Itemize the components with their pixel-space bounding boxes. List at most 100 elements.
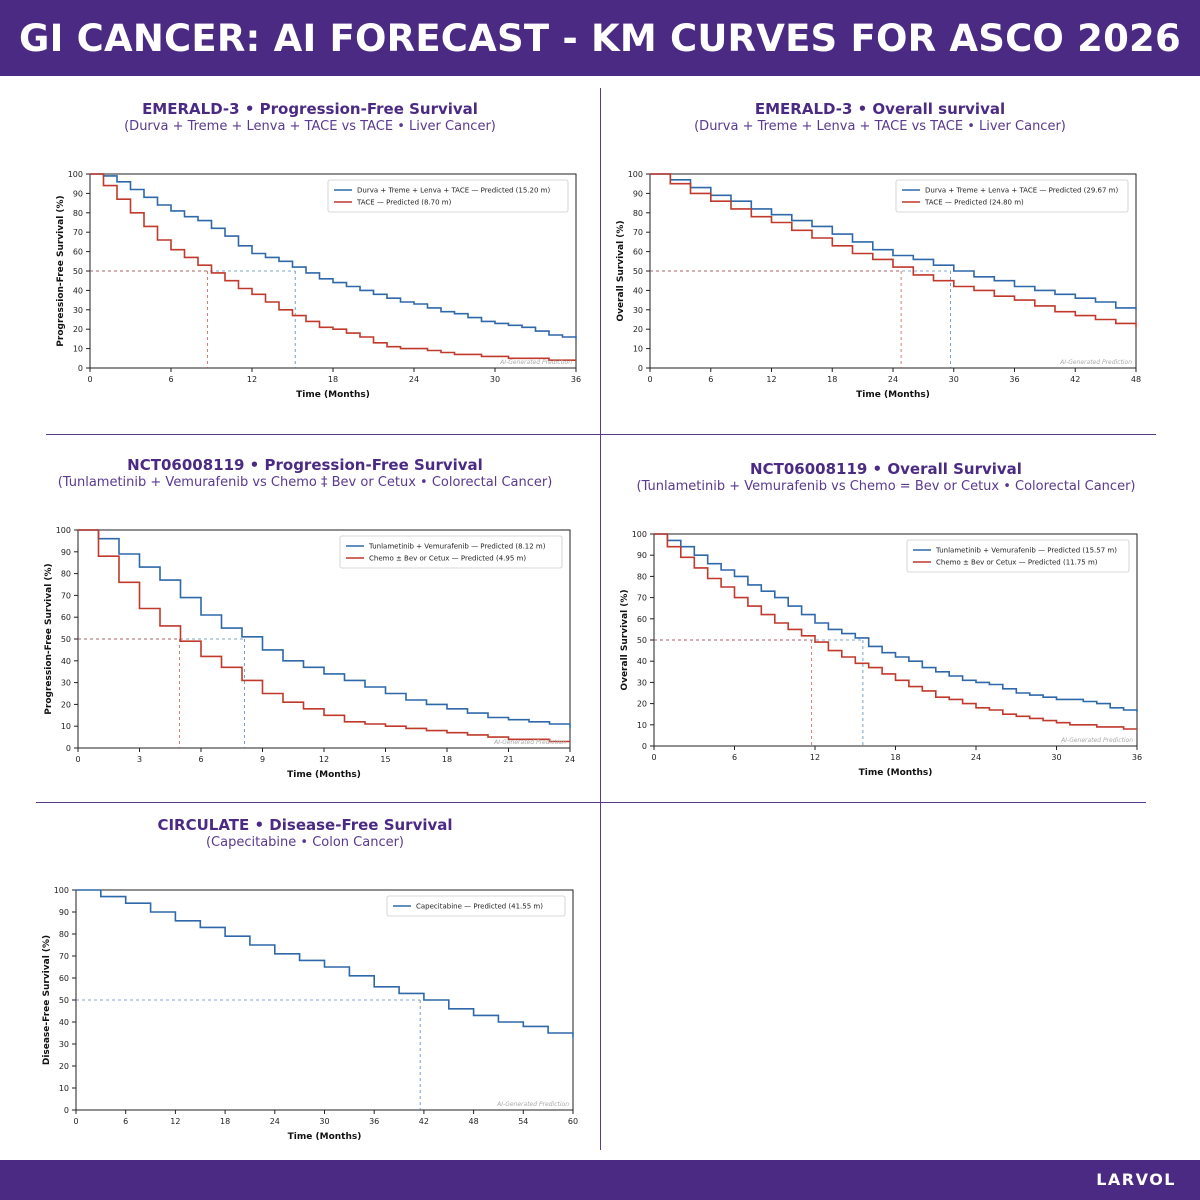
legend-box xyxy=(906,539,1130,573)
x-tick-label: 12 xyxy=(170,1117,180,1126)
chart-subtitle: (Durva + Treme + Lenva + TACE vs TACE • … xyxy=(694,119,1066,134)
x-tick-label: 6 xyxy=(732,753,737,762)
km-curve xyxy=(76,889,574,1038)
x-tick-label: 24 xyxy=(888,375,898,384)
horizontal-divider-2 xyxy=(36,802,1146,803)
chart-subtitle: (Tunlametinib + Vemurafenib vs Chemo = B… xyxy=(636,479,1136,494)
x-tick-label: 24 xyxy=(270,1117,280,1126)
y-tick-label: 60 xyxy=(61,613,71,622)
y-axis-label: Overall Survival (%) xyxy=(616,220,626,321)
y-tick-label: 80 xyxy=(61,570,71,579)
chart-subtitle: (Capecitabine • Colon Cancer) xyxy=(205,835,405,850)
y-tick-label: 10 xyxy=(73,345,83,354)
x-tick-label: 0 xyxy=(73,1117,78,1126)
x-tick-label: 12 xyxy=(319,755,329,764)
km-curve xyxy=(78,529,571,729)
y-tick-label: 40 xyxy=(633,286,643,295)
y-tick-label: 30 xyxy=(61,679,71,688)
km-plot: 0 10 20 30 40 50 60 70 80 90 100 0 3 6 9 12 15 18 21 24 Time… xyxy=(44,526,575,780)
chart-title: NCT06008119 • Overall Survival xyxy=(750,460,1022,478)
y-axis-label: Overall Survival (%) xyxy=(620,589,630,690)
y-tick-label: 80 xyxy=(59,930,69,939)
chart-panel-nct06008119-pfs: NCT06008119 • Progression-Free Survival … xyxy=(20,456,590,786)
watermark-text: AI-Generated Prediction xyxy=(1059,359,1132,366)
y-tick-label: 90 xyxy=(73,189,83,198)
km-curve xyxy=(90,173,576,361)
y-tick-label: 80 xyxy=(637,572,647,581)
y-tick-label: 70 xyxy=(73,228,83,237)
y-tick-label: 40 xyxy=(73,286,83,295)
horizontal-divider-1 xyxy=(46,434,1156,435)
chart-panel-nct06008119-os: NCT06008119 • Overall Survival (Tunlamet… xyxy=(606,460,1166,790)
y-tick-label: 50 xyxy=(637,636,647,645)
x-tick-label: 6 xyxy=(123,1117,128,1126)
x-tick-label: 24 xyxy=(565,755,575,764)
chart-panel-emerald3-os: EMERALD-3 • Overall survival (Durva + Tr… xyxy=(600,100,1160,420)
watermark-text: AI-Generated Prediction xyxy=(496,1101,569,1108)
x-axis-label: Time (Months) xyxy=(287,770,361,780)
x-tick-label: 36 xyxy=(1132,753,1142,762)
x-tick-label: 36 xyxy=(1009,375,1019,384)
footer-bar: LARVOL xyxy=(0,1160,1200,1200)
y-axis-label: Progression-Free Survival (%) xyxy=(56,195,66,346)
x-tick-label: 9 xyxy=(260,755,265,764)
y-tick-label: 70 xyxy=(633,228,643,237)
chart-title: NCT06008119 • Progression-Free Survival xyxy=(127,456,483,474)
km-plot: 0 10 20 30 40 50 60 70 80 90 100 0 6 12 18 24 30 36 Time (… xyxy=(56,170,581,400)
x-tick-label: 18 xyxy=(220,1117,230,1126)
x-tick-label: 6 xyxy=(168,375,173,384)
chart-title: EMERALD-3 • Progression-Free Survival xyxy=(142,100,478,118)
x-axis-label: Time (Months) xyxy=(856,390,930,400)
x-tick-label: 15 xyxy=(380,755,390,764)
legend-label: Durva + Treme + Lenva + TACE — Predicted… xyxy=(925,187,1118,195)
y-tick-label: 40 xyxy=(637,657,647,666)
x-tick-label: 30 xyxy=(1051,753,1061,762)
x-tick-label: 36 xyxy=(571,375,581,384)
y-tick-label: 30 xyxy=(59,1040,69,1049)
km-curve xyxy=(654,533,1138,713)
x-tick-label: 24 xyxy=(971,753,981,762)
y-tick-label: 90 xyxy=(633,189,643,198)
km-plot: 0 10 20 30 40 50 60 70 80 90 100 0 6 12 18 24 30 36 42 48 54… xyxy=(42,886,578,1142)
km-curve xyxy=(78,529,570,743)
km-curve xyxy=(90,173,577,339)
x-tick-label: 6 xyxy=(198,755,203,764)
y-tick-label: 70 xyxy=(61,591,71,600)
legend-label: Capecitabine — Predicted (41.55 m) xyxy=(416,903,543,911)
y-tick-label: 80 xyxy=(73,209,83,218)
y-tick-label: 60 xyxy=(73,248,83,257)
x-tick-label: 48 xyxy=(469,1117,479,1126)
x-tick-label: 54 xyxy=(518,1117,528,1126)
chart-title: EMERALD-3 • Overall survival xyxy=(754,100,1006,118)
page-title: GI CANCER: AI FORECAST - KM CURVES FOR A… xyxy=(19,16,1181,60)
x-tick-label: 42 xyxy=(419,1117,429,1126)
km-plot: 0 10 20 30 40 50 60 70 80 90 100 0 6 12 18 24 30 36 42 48 Ti… xyxy=(616,170,1141,400)
legend-box xyxy=(895,179,1129,213)
legend-label: Durva + Treme + Lenva + TACE — Predicted… xyxy=(357,187,550,195)
x-tick-label: 24 xyxy=(409,375,419,384)
y-tick-label: 70 xyxy=(59,952,69,961)
y-tick-label: 50 xyxy=(633,267,643,276)
y-tick-label: 90 xyxy=(637,551,647,560)
x-tick-label: 36 xyxy=(369,1117,379,1126)
x-tick-label: 3 xyxy=(137,755,142,764)
brand-logo-text: LARVOL xyxy=(1096,1170,1176,1189)
km-plot: 0 10 20 30 40 50 60 70 80 90 100 0 6 12 18 24 30 36 Time (… xyxy=(620,530,1142,778)
y-tick-label: 50 xyxy=(59,996,69,1005)
y-tick-label: 0 xyxy=(638,364,643,373)
y-tick-label: 20 xyxy=(73,325,83,334)
y-tick-label: 80 xyxy=(633,209,643,218)
legend-box xyxy=(339,535,563,569)
x-tick-label: 12 xyxy=(766,375,776,384)
x-tick-label: 30 xyxy=(490,375,500,384)
y-tick-label: 50 xyxy=(73,267,83,276)
y-axis-label: Disease-Free Survival (%) xyxy=(42,935,52,1065)
y-tick-label: 30 xyxy=(633,306,643,315)
legend-label: TACE — Predicted (8.70 m) xyxy=(356,199,452,207)
y-tick-label: 10 xyxy=(633,345,643,354)
x-tick-label: 12 xyxy=(810,753,820,762)
y-tick-label: 20 xyxy=(633,325,643,334)
x-tick-label: 18 xyxy=(328,375,338,384)
x-tick-label: 42 xyxy=(1070,375,1080,384)
y-tick-label: 100 xyxy=(54,886,69,895)
